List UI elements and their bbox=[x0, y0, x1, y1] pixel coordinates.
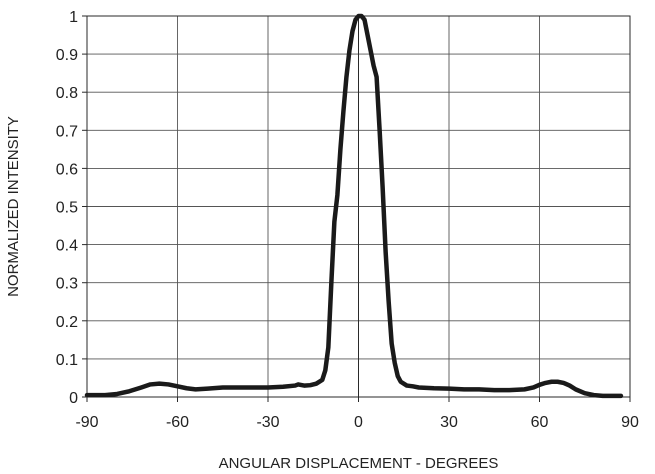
y-tick-labels: 0 0.1 0.2 0.3 0.4 0.5 0.6 0.7 0.8 0.9 1 bbox=[56, 9, 87, 407]
series-layer bbox=[84, 13, 624, 399]
x-tick-label: -30 bbox=[256, 414, 279, 431]
y-tick-label: 0 bbox=[69, 390, 78, 407]
y-axis-label: NORMALIZED INTENSITY bbox=[5, 116, 22, 297]
y-tick-label: 0.4 bbox=[56, 238, 78, 255]
y-tick-label: 0.1 bbox=[56, 352, 78, 369]
y-tick-label: 0.3 bbox=[56, 276, 78, 293]
y-tick-label: 0.2 bbox=[56, 314, 78, 331]
y-tick-label: 1 bbox=[69, 9, 78, 26]
intensity-curve bbox=[84, 13, 624, 399]
y-tick-label: 0.5 bbox=[56, 200, 78, 217]
x-tick-label: -90 bbox=[75, 414, 98, 431]
y-tick-label: 0.8 bbox=[56, 85, 78, 102]
x-tick-label: 0 bbox=[354, 414, 363, 431]
y-tick-label: 0.6 bbox=[56, 161, 78, 178]
x-tick-label: 90 bbox=[621, 414, 639, 431]
x-axis-label: ANGULAR DISPLACEMENT - DEGREES bbox=[219, 455, 499, 472]
y-tick-label: 0.7 bbox=[56, 123, 78, 140]
x-tick-label: -60 bbox=[166, 414, 189, 431]
x-tick-label: 60 bbox=[531, 414, 549, 431]
y-tick-label: 0.9 bbox=[56, 47, 78, 64]
x-tick-label: 30 bbox=[440, 414, 458, 431]
x-tick-labels: -90 -60 -30 0 30 60 90 bbox=[75, 397, 639, 431]
